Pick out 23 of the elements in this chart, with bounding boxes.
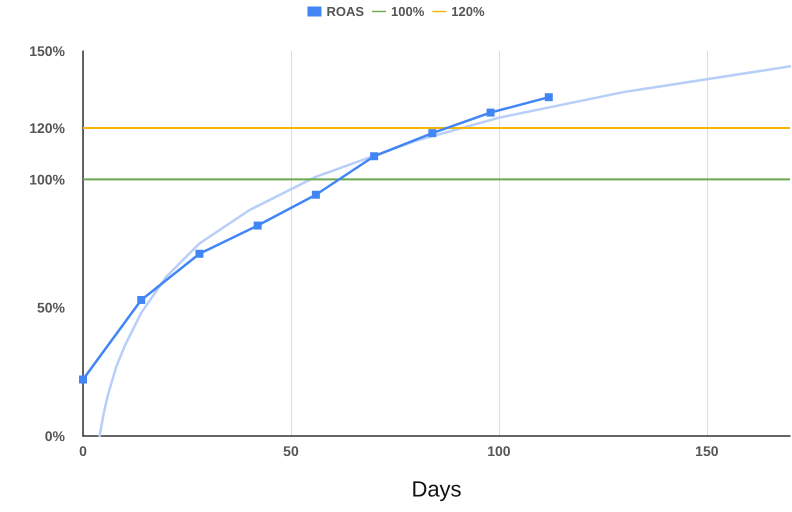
x-tick-label: 100: [487, 443, 511, 459]
point: [79, 376, 87, 384]
y-tick-label: 150%: [29, 43, 66, 59]
legend-label: 120%: [451, 4, 485, 19]
y-tick-label: 120%: [29, 120, 66, 136]
point: [312, 190, 320, 199]
point: [544, 93, 553, 102]
point: [195, 250, 204, 258]
x-tick-label: 150: [695, 443, 719, 459]
point: [486, 108, 495, 117]
legend-label: ROAS: [326, 4, 364, 19]
y-tick-label: 50%: [36, 300, 66, 316]
x-tick-label: 0: [79, 443, 88, 459]
legend-label: 100%: [391, 4, 425, 19]
point: [254, 222, 262, 230]
point: [137, 296, 146, 304]
point: [370, 152, 378, 160]
x-tick-label: 50: [283, 443, 299, 459]
x-axis-title: Days: [411, 476, 462, 502]
point: [428, 129, 436, 138]
y-tick-label: 100%: [29, 171, 66, 188]
y-tick-label: 0%: [44, 428, 66, 444]
line-series: [98, 65, 792, 438]
